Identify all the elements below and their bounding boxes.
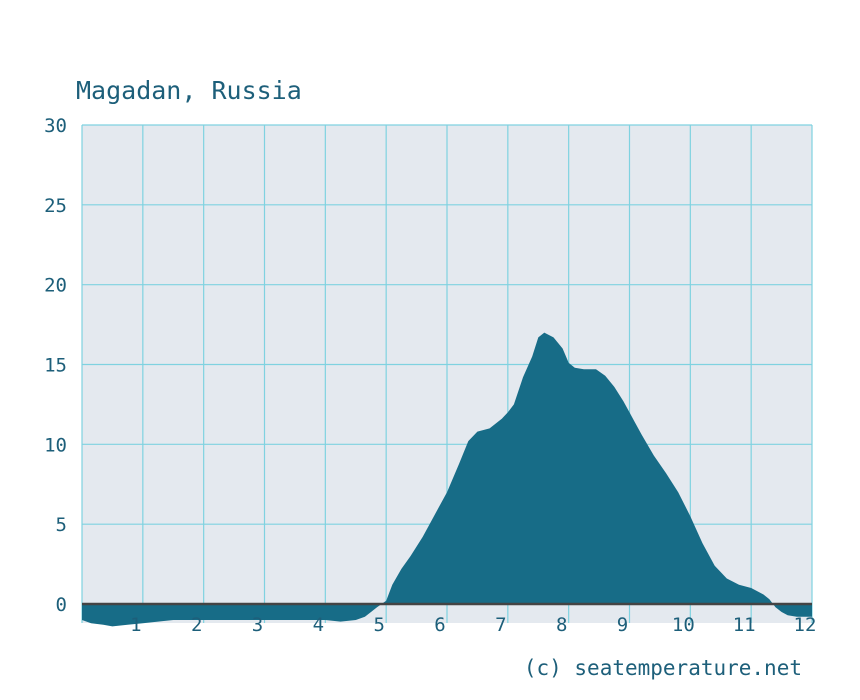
x-tick-label: 2 (191, 614, 202, 636)
y-tick-label: 15 (44, 355, 67, 377)
x-tick-label: 6 (434, 614, 445, 636)
x-tick-label: 4 (313, 614, 324, 636)
temperature-area (82, 332, 812, 627)
grid (81, 124, 813, 623)
x-axis-ticks: 1 2 3 4 5 6 7 8 9 10 11 12 (130, 614, 816, 636)
y-axis-ticks: 0 5 10 15 20 25 30 (44, 115, 67, 616)
y-tick-label: 5 (56, 514, 67, 536)
y-tick-label: 25 (44, 195, 67, 217)
x-tick-label: 5 (373, 614, 384, 636)
credit-text: (c) seatemperature.net (524, 656, 802, 680)
x-tick-label: 9 (617, 614, 628, 636)
x-tick-label: 7 (495, 614, 506, 636)
x-tick-label: 11 (733, 614, 756, 636)
x-tick-label: 8 (556, 614, 567, 636)
y-tick-label: 10 (44, 434, 67, 456)
y-tick-label: 20 (44, 275, 67, 297)
x-tick-label: 1 (130, 614, 141, 636)
chart-title: Magadan, Russia (76, 76, 302, 105)
x-tick-label: 10 (672, 614, 695, 636)
x-tick-label: 3 (252, 614, 263, 636)
x-tick-label: 12 (794, 614, 817, 636)
y-tick-label: 30 (44, 115, 67, 137)
y-tick-label: 0 (56, 594, 67, 616)
